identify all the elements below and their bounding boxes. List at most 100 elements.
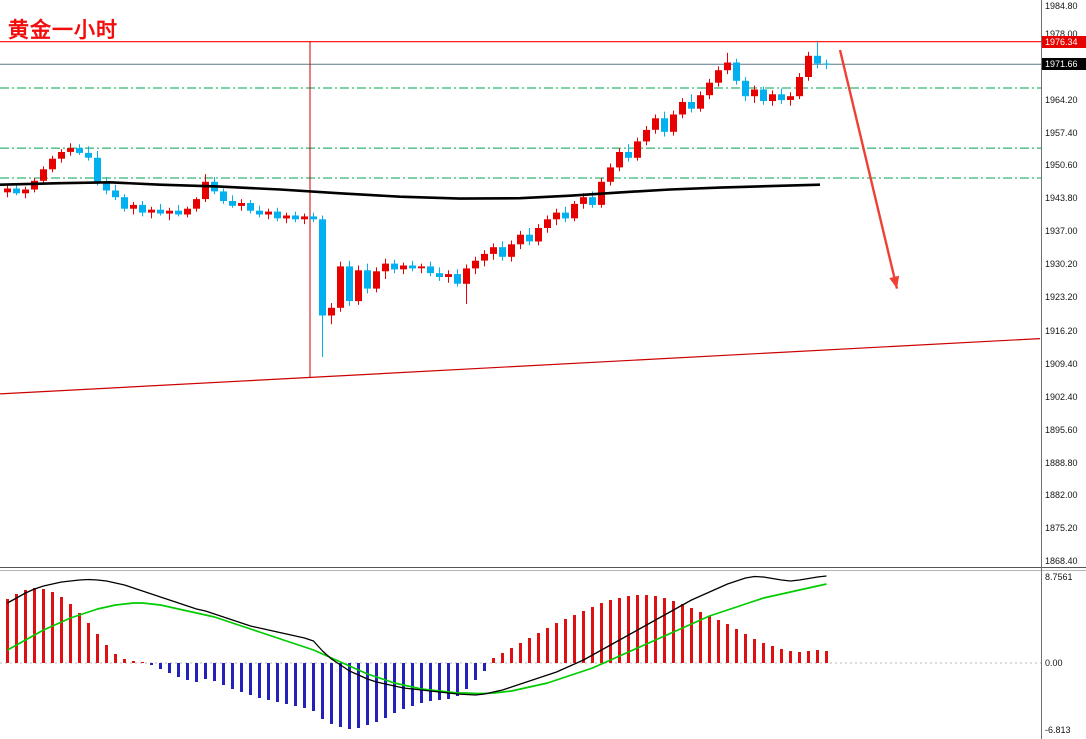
indicator-axis: 8.7561 0.00 -6.813 [1043,0,1086,739]
macd-histogram-bar [240,663,243,692]
macd-histogram-bar [276,663,279,702]
macd-histogram-bar [195,663,198,682]
macd-histogram-bar [303,663,306,708]
price-axis-label: 1895.60 [1045,425,1078,435]
candle-body [481,253,488,261]
macd-histogram-bar [816,650,819,663]
price-axis-label: 1964.20 [1045,95,1078,105]
indicator-zero-label: 0.00 [1045,658,1063,668]
macd-histogram-bar [627,596,630,663]
candle-body [661,118,668,132]
macd-histogram-bar [375,663,378,722]
candle-body [220,191,227,201]
macd-histogram-bar [114,654,117,663]
price-axis-label: 1882.00 [1045,490,1078,501]
candle-body [139,204,146,213]
macd-histogram-bar [717,620,720,663]
macd-histogram-bar [204,663,207,679]
candle-body [607,167,614,182]
last-price-badge: 1971.66 [1042,58,1086,71]
price-axis-label: 1909.40 [1045,358,1078,369]
axis-divider [1041,0,1042,739]
candle-body [508,244,515,257]
candle-body [94,157,101,182]
candle-body [670,114,677,132]
macd-histogram-bar [564,619,567,663]
macd-histogram-bar [132,661,135,663]
chart-title: 黄金一小时 [8,19,118,42]
macd-histogram-bar [825,651,828,663]
candle-body [652,118,659,130]
macd-histogram-bar [366,663,369,725]
macd-histogram-bar [789,651,792,663]
macd-histogram-bar [654,596,657,663]
macd-histogram-bar [384,663,387,718]
macd-indicator-canvas[interactable] [0,570,1041,739]
candle-body [238,203,245,206]
macd-histogram-bar [411,663,414,706]
macd-histogram-bar [69,604,72,663]
candle-body [787,96,794,100]
candle-body [364,270,371,289]
candle-body [319,219,326,316]
price-axis-label: 1923.20 [1045,292,1078,303]
macd-histogram-bar [249,663,252,695]
candle-body [418,266,425,269]
candle-body [472,260,479,269]
candle-body [355,270,362,302]
candle-body [688,102,695,109]
macd-histogram-bar [60,597,63,663]
candle-body [697,95,704,109]
candle-body [679,102,686,115]
macd-histogram-bar [87,623,90,663]
moving-average-line [0,181,821,200]
macd-histogram-bar [501,653,504,663]
candle-body [283,215,290,219]
macd-histogram-bar [807,651,810,663]
price-axis-label: 1888.80 [1045,457,1078,468]
price-axis-label: 1916.20 [1045,325,1078,336]
candle-body [193,199,200,209]
macd-histogram-bar [339,663,342,727]
macd-histogram-bar [294,663,297,706]
macd-histogram-bar [267,663,270,700]
macd-histogram-bar [537,633,540,663]
ascending-trendline [0,338,1041,395]
candle-body [265,211,272,215]
macd-histogram-bar [105,645,108,663]
candle-body [805,55,812,77]
macd-histogram-bar [51,592,54,663]
candle-body [724,62,731,71]
macd-histogram-bar [78,613,81,663]
candle-body [310,216,317,220]
macd-histogram-bar [618,598,621,663]
candle-body [85,152,92,158]
macd-histogram-bar [42,589,45,663]
candle-body [796,77,803,97]
macd-histogram-bar [600,603,603,663]
macd-histogram-bar [492,658,495,663]
indicator-min-label: -6.813 [1045,725,1071,735]
main-chart-canvas[interactable] [0,0,1041,568]
macd-histogram-bar [177,663,180,677]
candle-body [67,148,74,152]
macd-histogram-bar [456,663,459,696]
candle-body [490,247,497,254]
macd-histogram-bar [393,663,396,713]
macd-histogram-bar [258,663,261,698]
bid-price-badge: 1976.34 [1042,35,1086,48]
indicator-max-label: 8.7561 [1045,572,1073,582]
candle-body [166,210,173,214]
pane-divider[interactable] [0,567,1086,568]
macd-histogram-bar [591,607,594,663]
macd-line [7,575,827,696]
candle-body [454,274,461,284]
macd-histogram-bar [762,643,765,663]
candle-body [301,216,308,220]
macd-histogram-bar [681,604,684,663]
candle-body [445,274,452,277]
candle-body [229,201,236,206]
price-axis-label: 1957.40 [1045,127,1078,138]
macd-histogram-bar [465,663,468,689]
macd-histogram-bar [150,663,153,665]
